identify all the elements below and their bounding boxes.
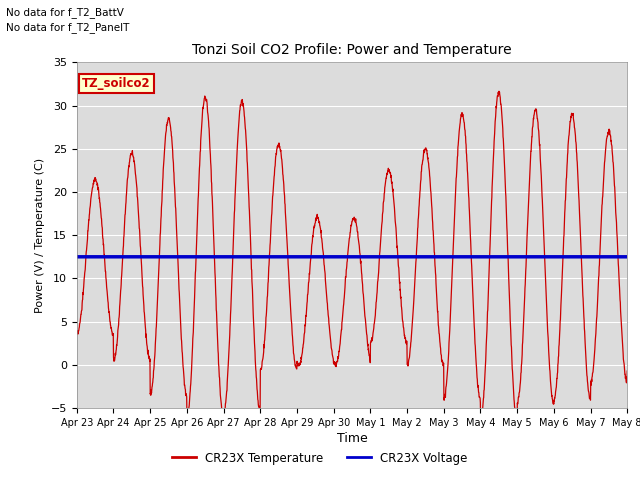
Title: Tonzi Soil CO2 Profile: Power and Temperature: Tonzi Soil CO2 Profile: Power and Temper… [192,43,512,57]
Line: CR23X Temperature: CR23X Temperature [77,91,627,422]
CR23X Voltage [73,254,81,260]
CR23X Temperature [623,368,631,374]
CR23X Temperature [73,329,81,335]
CR23X Temperature [477,419,484,425]
CR23X Voltage [623,254,631,260]
Legend: CR23X Temperature, CR23X Voltage: CR23X Temperature, CR23X Voltage [168,447,472,469]
CR23X Voltage [512,254,520,260]
CR23X Temperature [591,352,598,358]
Y-axis label: Power (V) / Temperature (C): Power (V) / Temperature (C) [35,157,45,313]
CR23X Temperature [575,197,583,203]
Text: No data for f_T2_PanelT: No data for f_T2_PanelT [6,22,130,33]
CR23X Temperature [227,319,234,325]
CR23X Temperature [513,417,520,423]
CR23X Voltage [227,254,234,260]
CR23X Temperature [380,198,388,204]
CR23X Voltage [368,254,376,260]
Text: No data for f_T2_BattV: No data for f_T2_BattV [6,7,124,18]
CR23X Temperature [495,88,503,94]
CR23X Voltage [575,254,582,260]
CR23X Voltage [590,254,598,260]
CR23X Temperature [368,337,376,343]
Text: TZ_soilco2: TZ_soilco2 [83,77,151,90]
CR23X Voltage [380,254,388,260]
X-axis label: Time: Time [337,432,367,445]
